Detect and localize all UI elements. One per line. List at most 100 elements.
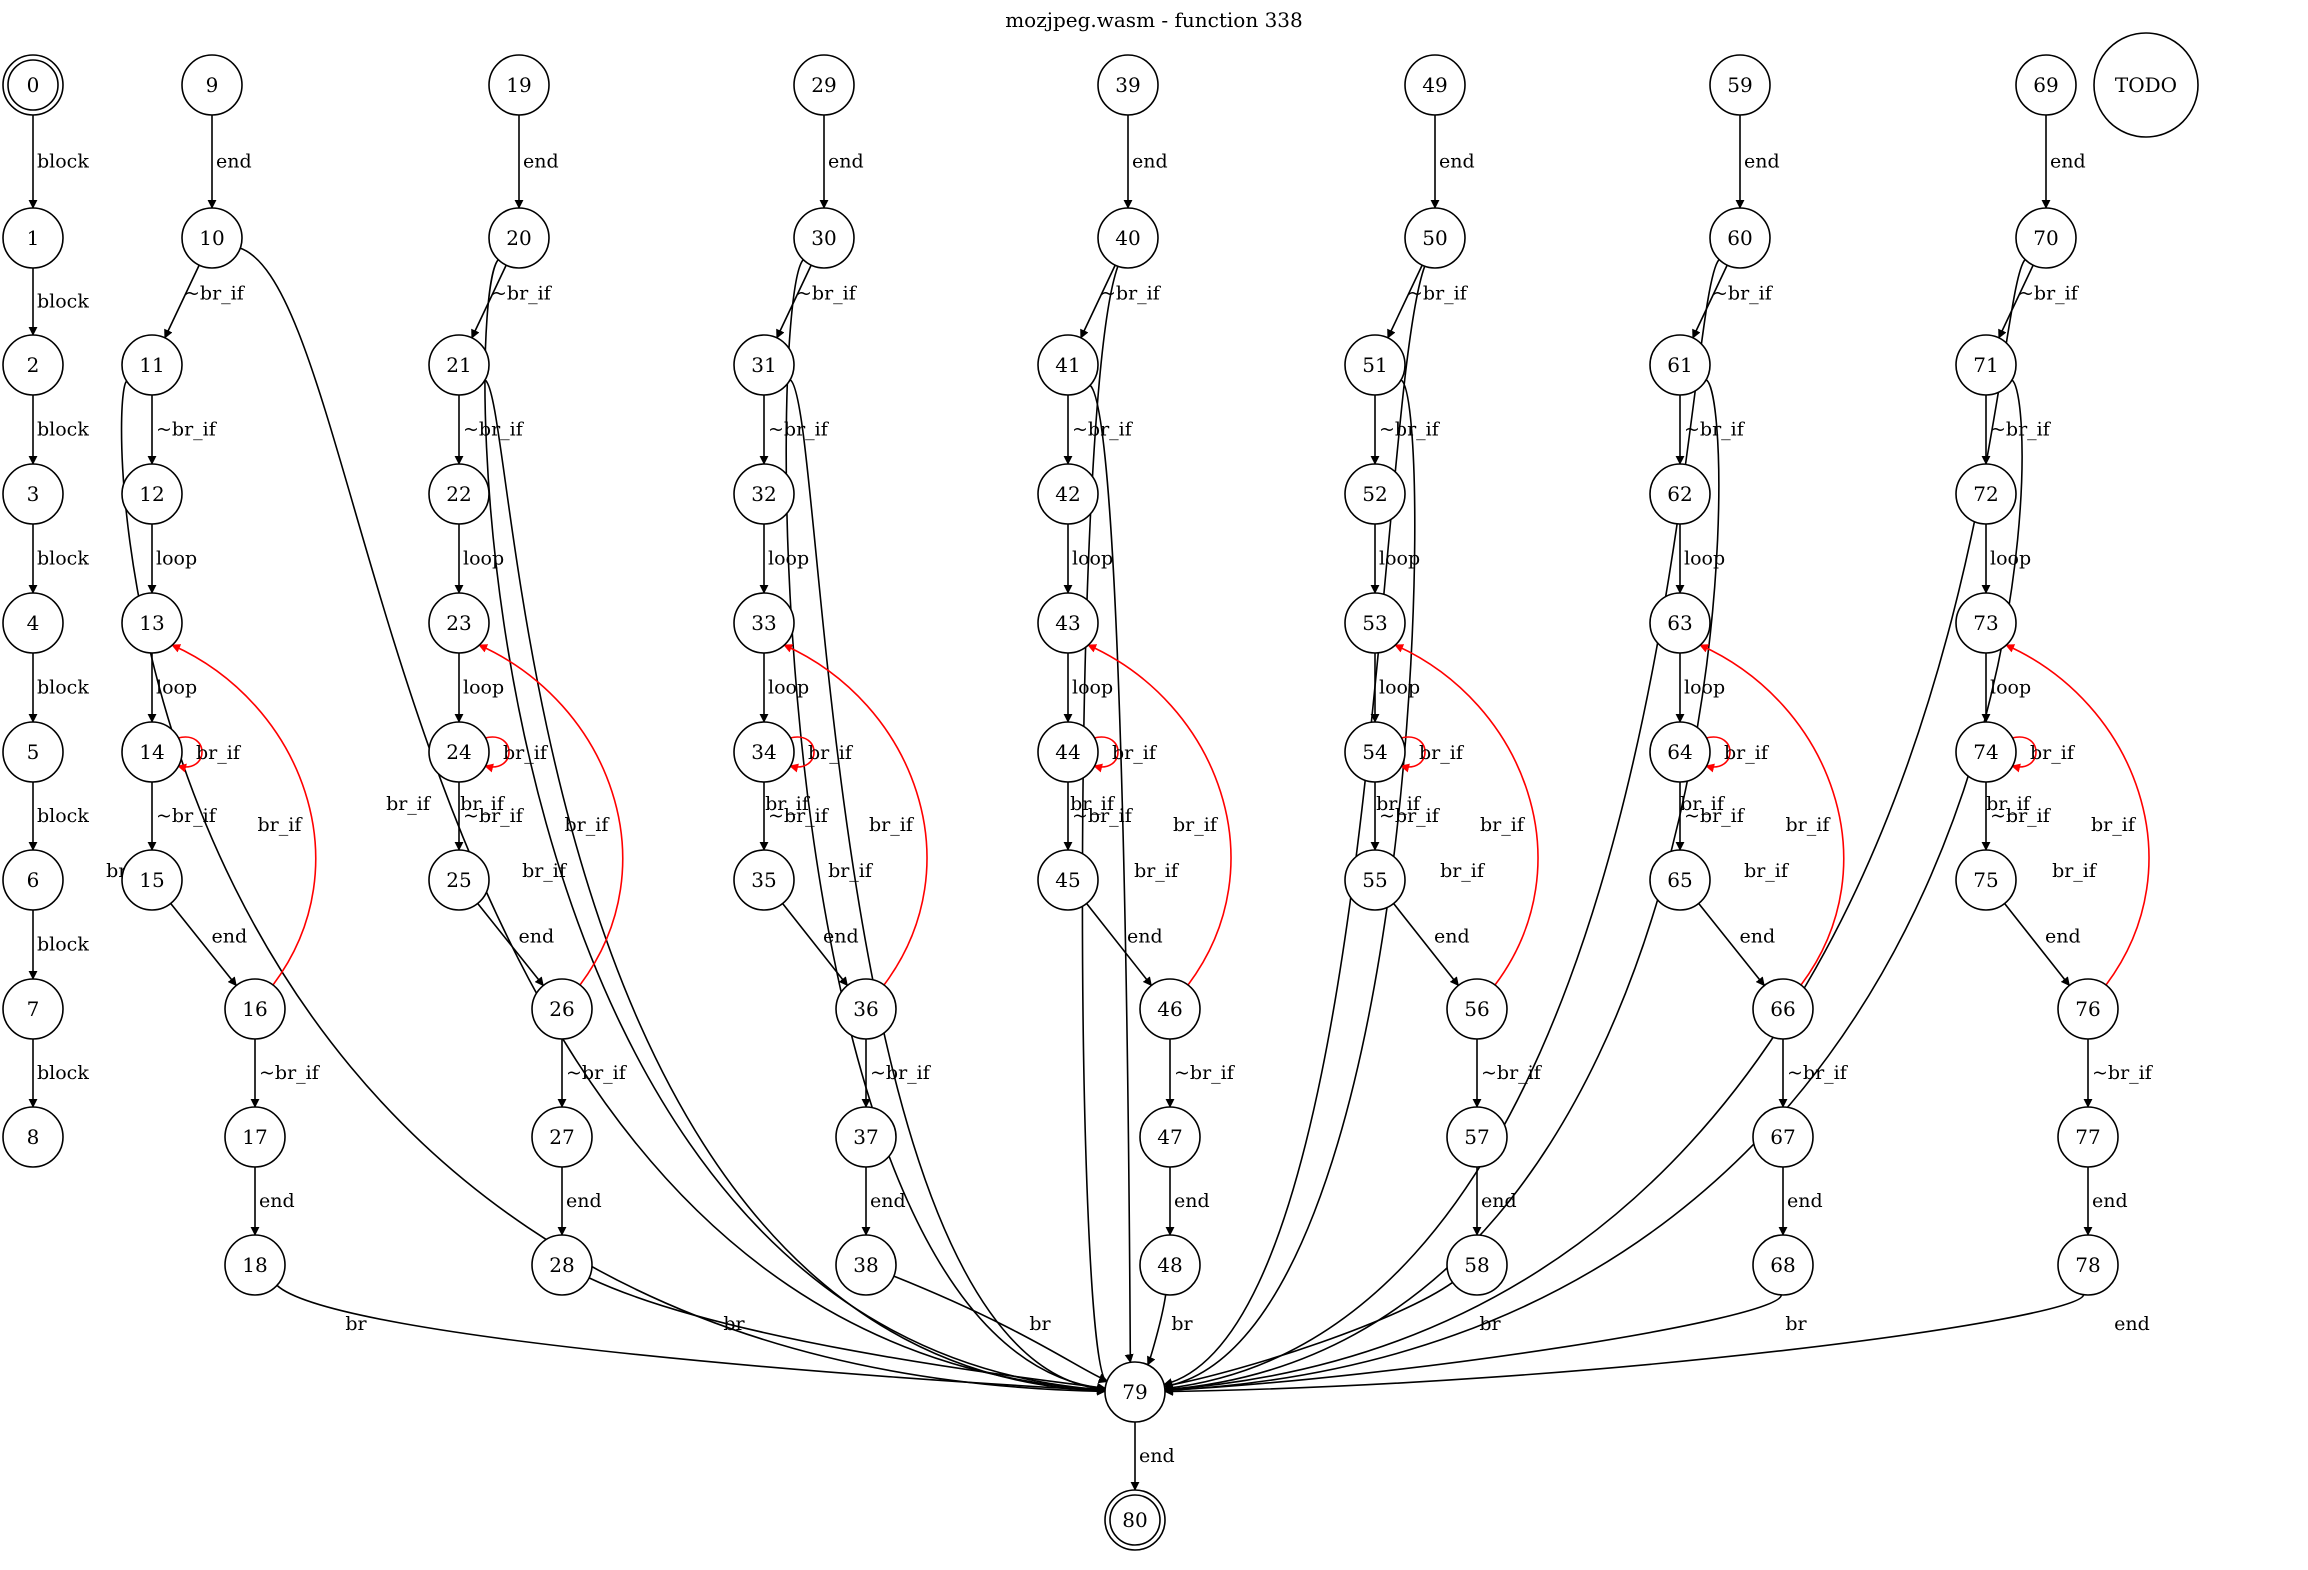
node-52[interactable]: 52 <box>1344 463 1406 525</box>
node-46[interactable]: 46 <box>1139 978 1201 1040</box>
node-45[interactable]: 45 <box>1037 849 1099 911</box>
nodes-layer: 0123456789101112131415161718192021222324… <box>2 32 2199 1551</box>
edge-21-to-79 <box>484 379 1106 1396</box>
node-49[interactable]: 49 <box>1404 54 1466 116</box>
node-28[interactable]: 28 <box>531 1234 593 1296</box>
node-TODO[interactable]: TODO <box>2093 32 2199 138</box>
node-6[interactable]: 6 <box>2 849 64 911</box>
node-27[interactable]: 27 <box>531 1106 593 1168</box>
node-30[interactable]: 30 <box>793 207 855 269</box>
node-60[interactable]: 60 <box>1709 207 1771 269</box>
node-68[interactable]: 68 <box>1752 1234 1814 1296</box>
node-4[interactable]: 4 <box>2 592 64 654</box>
node-55[interactable]: 55 <box>1344 849 1406 911</box>
node-48[interactable]: 48 <box>1139 1234 1201 1296</box>
node-23-label: 23 <box>446 611 471 635</box>
node-34[interactable]: 34 <box>733 721 795 783</box>
node-71[interactable]: 71 <box>1955 334 2017 396</box>
node-80[interactable]: 80 <box>1104 1489 1166 1551</box>
node-5[interactable]: 5 <box>2 721 64 783</box>
node-38[interactable]: 38 <box>835 1234 897 1296</box>
node-77[interactable]: 77 <box>2057 1106 2119 1168</box>
node-24[interactable]: 24 <box>428 721 490 783</box>
node-59-label: 59 <box>1727 73 1752 97</box>
node-48-circle <box>1139 1234 1201 1296</box>
node-37[interactable]: 37 <box>835 1106 897 1168</box>
edge-label-16-to-13: br_if <box>258 814 304 836</box>
node-41[interactable]: 41 <box>1037 334 1099 396</box>
node-35[interactable]: 35 <box>733 849 795 911</box>
node-54[interactable]: 54 <box>1344 721 1406 783</box>
node-33[interactable]: 33 <box>733 592 795 654</box>
node-79[interactable]: 79 <box>1104 1361 1166 1423</box>
node-1[interactable]: 1 <box>2 207 64 269</box>
node-53[interactable]: 53 <box>1344 592 1406 654</box>
node-23[interactable]: 23 <box>428 592 490 654</box>
node-75[interactable]: 75 <box>1955 849 2017 911</box>
node-29[interactable]: 29 <box>793 54 855 116</box>
node-7[interactable]: 7 <box>2 978 64 1040</box>
node-20[interactable]: 20 <box>488 207 550 269</box>
node-63[interactable]: 63 <box>1649 592 1711 654</box>
node-65[interactable]: 65 <box>1649 849 1711 911</box>
node-18[interactable]: 18 <box>224 1234 286 1296</box>
node-32[interactable]: 32 <box>733 463 795 525</box>
node-17[interactable]: 17 <box>224 1106 286 1168</box>
node-14[interactable]: 14 <box>121 721 183 783</box>
node-59[interactable]: 59 <box>1709 54 1771 116</box>
node-50[interactable]: 50 <box>1404 207 1466 269</box>
node-26[interactable]: 26 <box>531 978 593 1040</box>
node-25[interactable]: 25 <box>428 849 490 911</box>
node-49-label: 49 <box>1422 73 1447 97</box>
node-15[interactable]: 15 <box>121 849 183 911</box>
edge-label-42-to-43: loop <box>1072 548 1113 570</box>
node-64[interactable]: 64 <box>1649 721 1711 783</box>
node-16[interactable]: 16 <box>224 978 286 1040</box>
node-8-circle <box>2 1106 64 1168</box>
node-10[interactable]: 10 <box>181 207 243 269</box>
node-9[interactable]: 9 <box>181 54 243 116</box>
node-13[interactable]: 13 <box>121 592 183 654</box>
node-2[interactable]: 2 <box>2 334 64 396</box>
node-73[interactable]: 73 <box>1955 592 2017 654</box>
node-28-circle <box>531 1234 593 1296</box>
node-62[interactable]: 62 <box>1649 463 1711 525</box>
node-69[interactable]: 69 <box>2015 54 2077 116</box>
node-72[interactable]: 72 <box>1955 463 2017 525</box>
node-51[interactable]: 51 <box>1344 334 1406 396</box>
edge-label-62-to-63: loop <box>1684 548 1725 570</box>
node-42[interactable]: 42 <box>1037 463 1099 525</box>
node-31[interactable]: 31 <box>733 334 795 396</box>
node-44[interactable]: 44 <box>1037 721 1099 783</box>
node-56[interactable]: 56 <box>1446 978 1508 1040</box>
node-67[interactable]: 67 <box>1752 1106 1814 1168</box>
node-78[interactable]: 78 <box>2057 1234 2119 1296</box>
node-74[interactable]: 74 <box>1955 721 2017 783</box>
node-8[interactable]: 8 <box>2 1106 64 1168</box>
node-61[interactable]: 61 <box>1649 334 1711 396</box>
node-70[interactable]: 70 <box>2015 207 2077 269</box>
node-66[interactable]: 66 <box>1752 978 1814 1040</box>
edge-label-37-to-38: end <box>870 1190 906 1212</box>
node-31-circle <box>733 334 795 396</box>
node-11[interactable]: 11 <box>121 334 183 396</box>
node-76[interactable]: 76 <box>2057 978 2119 1040</box>
node-22[interactable]: 22 <box>428 463 490 525</box>
node-43[interactable]: 43 <box>1037 592 1099 654</box>
node-58[interactable]: 58 <box>1446 1234 1508 1296</box>
node-3[interactable]: 3 <box>2 463 64 525</box>
node-21[interactable]: 21 <box>428 334 490 396</box>
node-40[interactable]: 40 <box>1097 207 1159 269</box>
node-12[interactable]: 12 <box>121 463 183 525</box>
node-33-label: 33 <box>751 611 776 635</box>
node-75-label: 75 <box>1973 868 1998 892</box>
edge-15-to-16 <box>170 902 237 987</box>
node-15-label: 15 <box>139 868 164 892</box>
edge-label-38-to-79: br <box>1029 1313 1051 1335</box>
node-19[interactable]: 19 <box>488 54 550 116</box>
node-36[interactable]: 36 <box>835 978 897 1040</box>
node-57[interactable]: 57 <box>1446 1106 1508 1168</box>
node-39[interactable]: 39 <box>1097 54 1159 116</box>
node-0[interactable]: 0 <box>2 54 64 116</box>
node-47[interactable]: 47 <box>1139 1106 1201 1168</box>
